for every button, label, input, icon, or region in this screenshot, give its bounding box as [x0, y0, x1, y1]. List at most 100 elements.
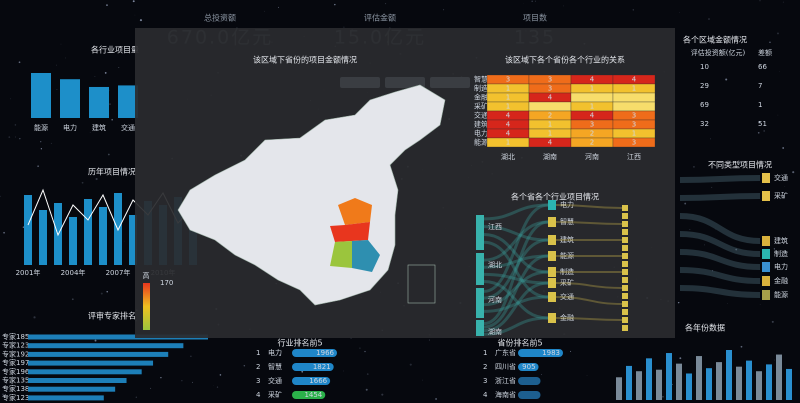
- expert-name: 专家185: [2, 332, 29, 341]
- flow: [483, 203, 549, 293]
- value-label: 905: [522, 363, 535, 371]
- expert-name: 专家123: [2, 341, 29, 350]
- star: [774, 359, 775, 361]
- cell-label: 2: [590, 139, 594, 147]
- star: [541, 374, 542, 375]
- star: [570, 350, 572, 352]
- flow: [555, 204, 623, 209]
- flow: [483, 254, 549, 329]
- tab[interactable]: [430, 77, 470, 88]
- rank: 2: [256, 363, 260, 371]
- name: 采矿: [268, 390, 282, 399]
- col-label: 江西: [627, 153, 641, 161]
- leaf-node: [622, 309, 628, 315]
- flow: [555, 221, 623, 225]
- flow: [679, 213, 761, 244]
- cell-label: 1: [590, 85, 594, 93]
- star: [724, 322, 726, 323]
- star: [769, 41, 771, 43]
- rank: 3: [256, 377, 260, 385]
- flow: [483, 220, 549, 262]
- panel-title: 评审专家排名: [88, 311, 136, 321]
- row-label: 能源: [474, 138, 488, 147]
- heatmap-title: 该区域下各个省份各个行业的关系: [505, 55, 625, 65]
- bar: [766, 364, 772, 400]
- star: [343, 26, 345, 28]
- star: [100, 292, 103, 295]
- heatmap-cell: [612, 101, 656, 112]
- target-node: [548, 267, 556, 277]
- flow: [555, 282, 623, 289]
- star: [139, 19, 143, 22]
- flow: [483, 281, 549, 333]
- cell-label: 3: [548, 76, 552, 84]
- col-label: 湖北: [501, 152, 515, 161]
- bar: [746, 360, 752, 400]
- cell-label: 2: [590, 130, 594, 138]
- bar: [676, 363, 682, 400]
- bar: [616, 377, 622, 400]
- star: [219, 374, 222, 376]
- bar: [28, 343, 184, 349]
- star: [2, 393, 4, 396]
- x-tick-label: 建筑: [92, 123, 106, 132]
- rank: 1: [256, 349, 260, 357]
- tab[interactable]: [340, 77, 380, 88]
- province: [330, 222, 370, 242]
- legend-label: 电力: [774, 262, 788, 271]
- target-node: [548, 200, 556, 210]
- star: [708, 18, 710, 20]
- star: [243, 365, 246, 367]
- expert-name: 专家135: [2, 376, 29, 385]
- flow: [679, 267, 761, 284]
- cell-label: 4: [506, 121, 511, 129]
- tab[interactable]: [385, 77, 425, 88]
- bar: [84, 199, 92, 265]
- star: [216, 386, 219, 388]
- cell-label: 4: [548, 94, 553, 102]
- flow: [679, 249, 761, 270]
- bar: [24, 195, 32, 265]
- cell-label: 3: [632, 121, 636, 129]
- star: [725, 78, 728, 81]
- leaf-node: [622, 301, 628, 307]
- star: [710, 138, 712, 140]
- row-label: 智慧: [474, 75, 488, 84]
- target-label: 交通: [560, 292, 574, 301]
- table-cell: 10: [700, 63, 709, 71]
- bar: [89, 86, 109, 118]
- star: [689, 229, 691, 230]
- rank: 1: [483, 349, 487, 357]
- star: [95, 177, 98, 181]
- flow: [483, 279, 549, 320]
- leaf-node: [622, 293, 628, 299]
- bar: [646, 358, 652, 400]
- star: [191, 381, 193, 383]
- x-tick-label: 交通: [121, 123, 135, 132]
- cell-label: 3: [632, 112, 636, 120]
- flow: [679, 231, 761, 257]
- star: [14, 124, 17, 126]
- value-label: 1666: [309, 377, 327, 385]
- star: [677, 301, 680, 304]
- heatmap-cell: [528, 101, 572, 112]
- star: [118, 67, 120, 68]
- leaf-node: [622, 261, 628, 267]
- bar: [292, 363, 334, 371]
- cell-label: 1: [506, 94, 510, 102]
- value-label: 1966: [316, 349, 334, 357]
- star: [359, 347, 361, 349]
- star: [40, 141, 42, 143]
- legend-value: 170: [160, 279, 173, 287]
- cell-label: 3: [548, 85, 552, 93]
- star: [759, 304, 761, 306]
- star: [777, 114, 779, 116]
- flow: [483, 232, 549, 274]
- rank: 4: [483, 391, 488, 399]
- heatmap-cell: [612, 92, 656, 103]
- leaf-node: [622, 253, 628, 259]
- cell-label: 1: [506, 103, 510, 111]
- star: [759, 0, 761, 2]
- star: [50, 142, 52, 144]
